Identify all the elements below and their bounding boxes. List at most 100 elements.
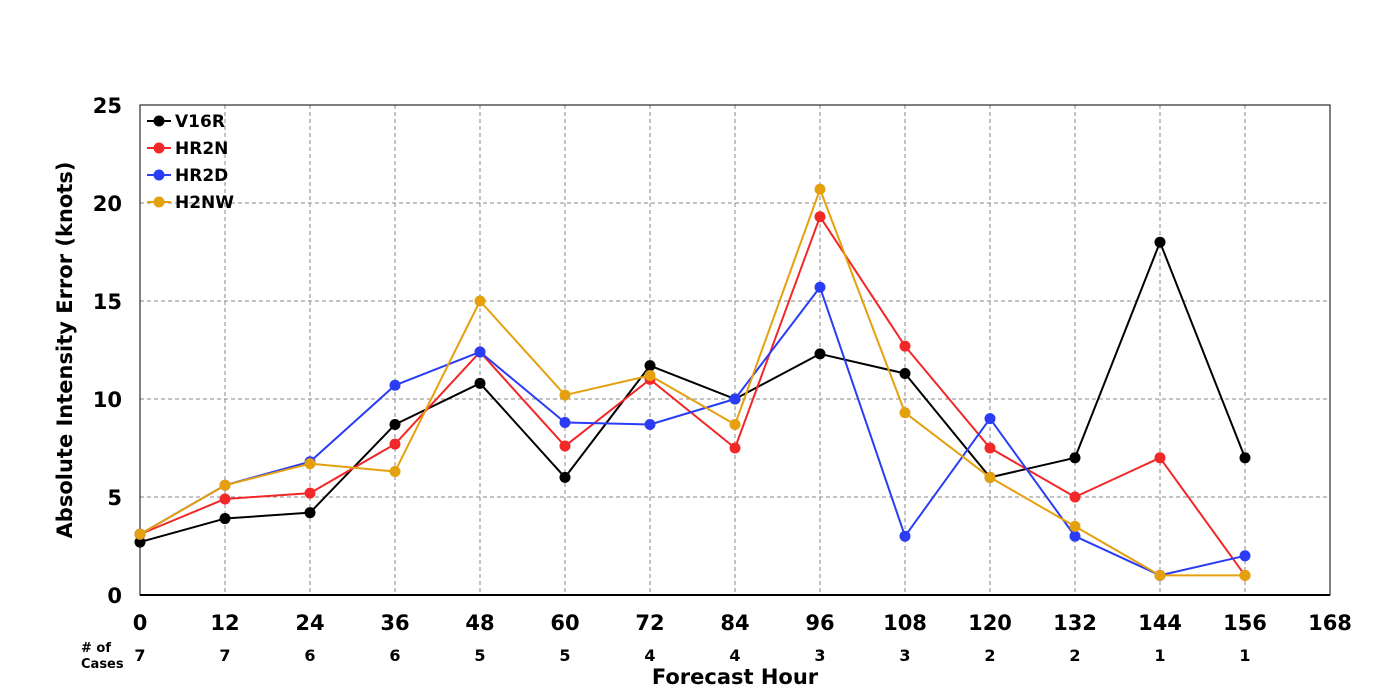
- series-line-hr2n: [139, 215, 1246, 576]
- data-point-h2nw: [1069, 520, 1081, 532]
- data-point-v16r: [219, 513, 231, 525]
- data-point-h2nw: [644, 369, 656, 381]
- x-axis-title: Forecast Hour: [652, 665, 819, 689]
- y-tick-labels: 0 5 10 15 20 25: [93, 94, 122, 608]
- data-point-h2nw: [1239, 569, 1251, 581]
- data-point-v16r: [1154, 236, 1166, 248]
- legend-entry-hr2d: HR2D: [147, 166, 228, 186]
- data-point-h2nw: [729, 418, 741, 430]
- legend-entry-v16r: V16R: [147, 112, 225, 132]
- data-point-v16r: [474, 377, 486, 389]
- y-tick-label: 0: [107, 584, 122, 608]
- data-point-v16r: [899, 368, 911, 380]
- data-point-hr2n: [1069, 491, 1081, 503]
- y-tick-label: 20: [93, 192, 122, 216]
- data-point-hr2d: [899, 530, 911, 542]
- case-counts: 7 7 6 6 5 5 4 4 3 3 2 2 1 1: [134, 646, 1250, 665]
- data-point-hr2n: [389, 438, 401, 450]
- x-tick-label: 0: [133, 611, 148, 635]
- x-tick-label: 36: [380, 611, 409, 635]
- data-point-h2nw: [219, 479, 231, 491]
- data-point-h2nw: [984, 471, 996, 483]
- y-tick-label: 5: [107, 486, 122, 510]
- data-point-h2nw: [474, 295, 486, 307]
- data-point-h2nw: [559, 389, 571, 401]
- data-point-v16r: [814, 348, 826, 360]
- x-tick-label: 24: [295, 611, 324, 635]
- data-point-hr2n: [219, 493, 231, 505]
- legend-label: H2NW: [175, 193, 234, 213]
- data-point-h2nw: [389, 466, 401, 478]
- data-point-v16r: [1239, 452, 1251, 464]
- data-point-v16r: [1069, 452, 1081, 464]
- data-point-hr2d: [729, 393, 741, 405]
- y-tick-label: 15: [93, 290, 122, 314]
- x-tick-label: 12: [210, 611, 239, 635]
- x-tick-label: 84: [720, 611, 749, 635]
- data-point-hr2n: [814, 211, 826, 223]
- data-point-hr2d: [474, 346, 486, 358]
- data-point-hr2d: [984, 413, 996, 425]
- y-axis-title: Absolute Intensity Error (knots): [53, 162, 77, 539]
- y-tick-label: 25: [93, 94, 122, 118]
- case-count-value: 1: [1154, 646, 1165, 665]
- x-tick-label: 120: [968, 611, 1012, 635]
- case-count-value: 4: [644, 646, 655, 665]
- legend-dot-marker: [153, 142, 165, 154]
- legend-dot-marker: [153, 169, 165, 181]
- data-point-hr2d: [1069, 530, 1081, 542]
- data-point-hr2d: [559, 417, 571, 429]
- case-count-value: 2: [984, 646, 995, 665]
- data-point-hr2n: [559, 440, 571, 452]
- x-tick-label: 60: [550, 611, 579, 635]
- legend-label: V16R: [175, 112, 225, 132]
- x-tick-label: 156: [1223, 611, 1267, 635]
- case-count-value: 6: [389, 646, 400, 665]
- x-tick-label: 108: [883, 611, 927, 635]
- data-point-hr2n: [304, 487, 316, 499]
- data-point-hr2n: [729, 442, 741, 454]
- x-tick-label: 48: [465, 611, 494, 635]
- legend: V16R HR2N HR2D H2NW: [147, 112, 234, 213]
- data-point-h2nw: [1154, 569, 1166, 581]
- series-line-hr2d: [139, 286, 1246, 577]
- case-count-value: 4: [729, 646, 740, 665]
- data-point-v16r: [389, 418, 401, 430]
- case-count-value: 5: [474, 646, 485, 665]
- x-tick-labels: 0 12 24 36 48 60 72 84 96 108 120 132 144 156 168: [133, 611, 1352, 635]
- case-count-value: 3: [899, 646, 910, 665]
- case-count-value: 1: [1239, 646, 1250, 665]
- legend-dot-marker: [153, 196, 165, 208]
- series-h2nw: [134, 183, 1251, 581]
- data-point-h2nw: [134, 528, 146, 540]
- case-count-value: 2: [1069, 646, 1080, 665]
- data-point-v16r: [559, 471, 571, 483]
- legend-entry-h2nw: H2NW: [147, 193, 234, 213]
- series-line-v16r: [139, 241, 1246, 544]
- legend-dot-marker: [153, 115, 165, 127]
- data-point-hr2d: [1239, 550, 1251, 562]
- cases-label-line2: Cases: [81, 657, 124, 672]
- data-point-hr2d: [814, 281, 826, 293]
- x-tick-label: 72: [635, 611, 664, 635]
- x-tick-label: 132: [1053, 611, 1097, 635]
- series-lines: [134, 183, 1251, 581]
- data-point-hr2n: [984, 442, 996, 454]
- data-point-h2nw: [304, 458, 316, 470]
- data-point-v16r: [644, 360, 656, 372]
- x-tick-label: 144: [1138, 611, 1182, 635]
- case-count-value: 3: [814, 646, 825, 665]
- x-tick-label: 168: [1308, 611, 1352, 635]
- data-point-h2nw: [814, 183, 826, 195]
- case-count-value: 6: [304, 646, 315, 665]
- case-count-value: 7: [134, 646, 145, 665]
- series-line-h2nw: [139, 188, 1245, 577]
- cases-label-line1: # of: [81, 641, 111, 656]
- legend-label: HR2D: [175, 166, 228, 186]
- data-point-hr2n: [1154, 452, 1166, 464]
- case-count-value: 7: [219, 646, 230, 665]
- data-point-v16r: [134, 536, 146, 548]
- case-count-value: 5: [559, 646, 570, 665]
